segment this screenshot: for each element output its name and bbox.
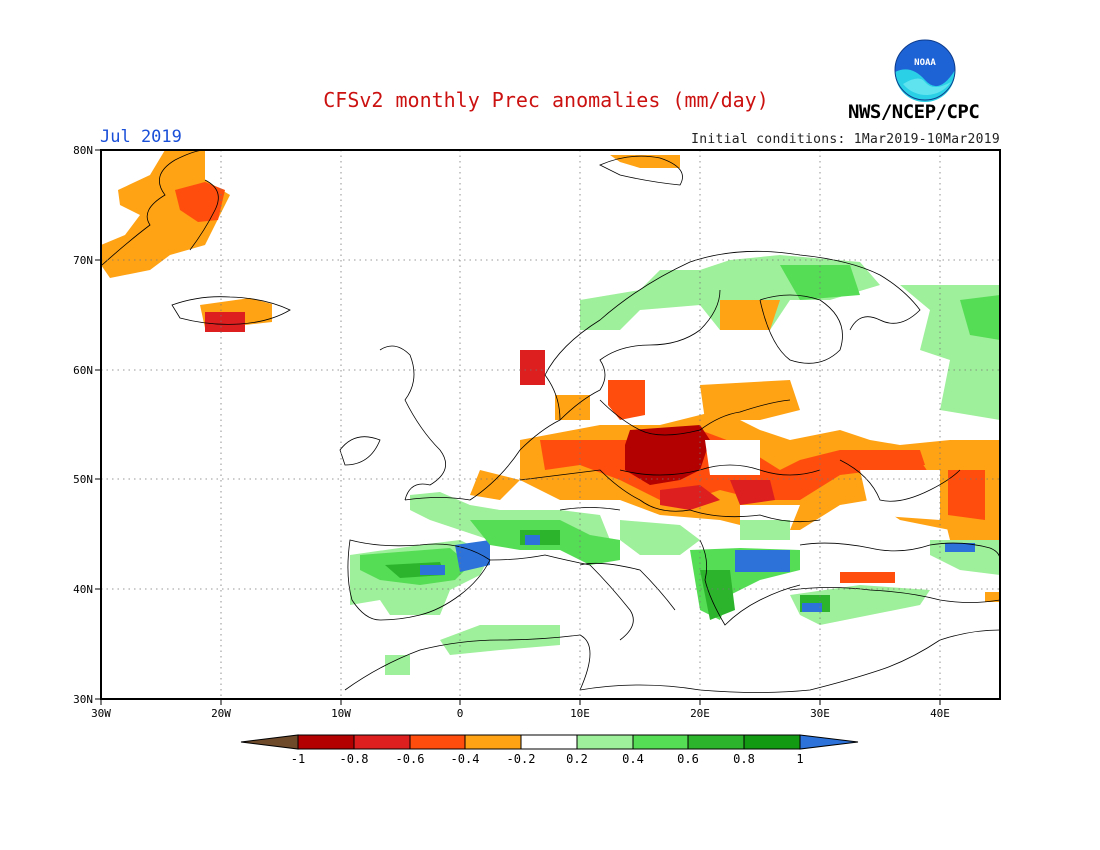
anomaly-region-turkey-north <box>840 572 895 583</box>
lon-tick-label: 20W <box>211 707 231 720</box>
anomaly-region-pyrenees <box>455 540 490 572</box>
anomaly-region-balkans-peaks <box>735 550 790 572</box>
lat-tick-label: 40N <box>73 583 93 596</box>
agency-label: NWS/NCEP/CPC <box>848 101 980 123</box>
colorbar-label: 0.2 <box>566 752 588 766</box>
coastlines <box>101 150 1000 693</box>
anomaly-region-iceland-core <box>205 312 245 332</box>
colorbar-label: -0.4 <box>451 752 480 766</box>
lat-tick-label: 70N <box>73 254 93 267</box>
colorbar-bin <box>576 734 634 750</box>
lat-tick-label: 30N <box>73 693 93 706</box>
anomaly-region-greenland-east-coast <box>101 150 230 278</box>
anomaly-region-southern-sweden <box>520 350 545 385</box>
lon-tick-label: 30E <box>810 707 830 720</box>
colorbar-label: -1 <box>291 752 305 766</box>
colorbar-label: 0.8 <box>733 752 755 766</box>
colorbar-bin <box>464 734 522 750</box>
anomaly-region-svalbard <box>610 155 680 168</box>
map-frame <box>100 149 1001 700</box>
lon-tick-label: 10E <box>570 707 590 720</box>
lon-tick-label: 20E <box>690 707 710 720</box>
lon-tick-label: 10W <box>331 707 351 720</box>
colorbar-bin <box>520 734 578 750</box>
colorbar-bin <box>632 734 689 750</box>
lon-tick-label: 30W <box>91 707 111 720</box>
colorbar-bin <box>353 734 411 750</box>
anomaly-fields <box>101 150 1000 675</box>
colorbar-bin <box>409 734 466 750</box>
colorbar-bin <box>297 734 355 750</box>
colorbar <box>240 734 859 750</box>
lon-tick-label: 40E <box>930 707 950 720</box>
lat-tick-label: 50N <box>73 473 93 486</box>
colorbar-label: 1 <box>796 752 803 766</box>
colorbar-label: -0.8 <box>340 752 369 766</box>
colorbar-label: -0.6 <box>396 752 425 766</box>
axis-ticks <box>95 149 941 705</box>
noaa-logo-icon: NOAA <box>894 39 956 102</box>
chart-title: CFSv2 monthly Prec anomalies (mm/day) <box>323 88 769 112</box>
initial-conditions: Initial conditions: 1Mar2019-10Mar2019 <box>691 132 1000 147</box>
noaa-logo-text: NOAA <box>914 58 936 68</box>
colorbar-above-max <box>799 734 859 750</box>
colorbar-label: -0.2 <box>507 752 536 766</box>
lat-tick-label: 80N <box>73 144 93 157</box>
colorbar-label: 0.4 <box>622 752 644 766</box>
anomaly-region-greenland-northeast <box>175 182 225 222</box>
lat-tick-label: 60N <box>73 364 93 377</box>
lon-tick-label: 0 <box>457 707 464 720</box>
forecast-month: Jul 2019 <box>100 127 182 147</box>
gridlines <box>101 150 1000 699</box>
colorbar-label: 0.6 <box>677 752 699 766</box>
colorbar-bin <box>743 734 801 750</box>
anomaly-region-central-europe-germany-poland <box>625 425 710 485</box>
colorbar-bin <box>687 734 745 750</box>
colorbar-below-min <box>240 734 299 750</box>
